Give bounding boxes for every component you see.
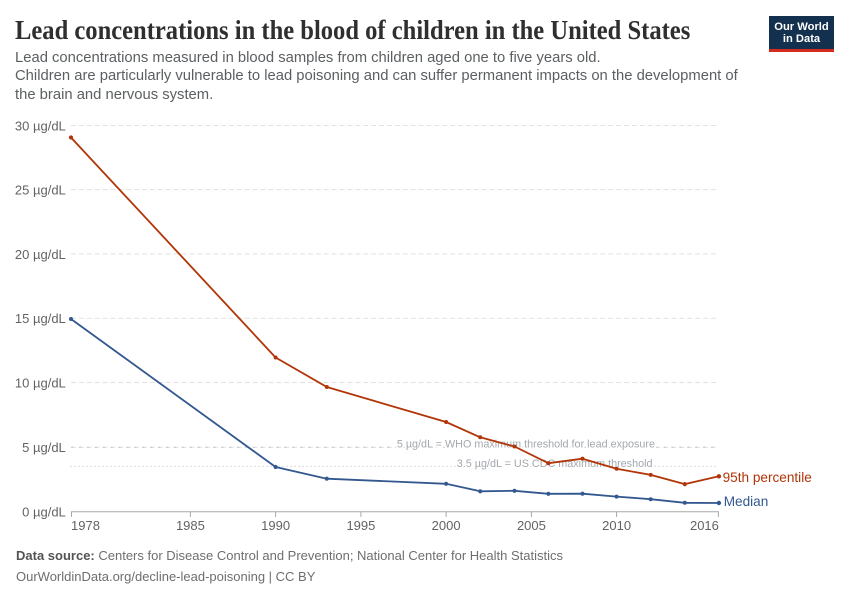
svg-text:2005: 2005 xyxy=(517,518,546,533)
svg-text:5 µg/dL: 5 µg/dL xyxy=(22,440,66,455)
svg-text:25 µg/dL: 25 µg/dL xyxy=(15,183,66,198)
svg-text:2010: 2010 xyxy=(602,518,631,533)
svg-text:3.5 µg/dL = US CDC maximum thr: 3.5 µg/dL = US CDC maximum threshold xyxy=(457,458,653,470)
svg-text:2016: 2016 xyxy=(690,518,719,533)
svg-text:10 µg/dL: 10 µg/dL xyxy=(15,375,66,390)
svg-text:1985: 1985 xyxy=(176,518,205,533)
svg-text:0 µg/dL: 0 µg/dL xyxy=(22,505,66,520)
svg-text:5 µg/dL = WHO maximum threshol: 5 µg/dL = WHO maximum threshold for lead… xyxy=(397,439,655,451)
svg-text:30 µg/dL: 30 µg/dL xyxy=(15,118,66,133)
svg-text:Median: Median xyxy=(724,494,769,509)
svg-text:1990: 1990 xyxy=(261,518,290,533)
svg-text:95th percentile: 95th percentile xyxy=(723,470,812,485)
svg-text:1995: 1995 xyxy=(346,518,375,533)
svg-text:15 µg/dL: 15 µg/dL xyxy=(15,311,66,326)
svg-text:20 µg/dL: 20 µg/dL xyxy=(15,247,66,262)
svg-text:1978: 1978 xyxy=(71,518,100,533)
svg-text:2000: 2000 xyxy=(432,518,461,533)
